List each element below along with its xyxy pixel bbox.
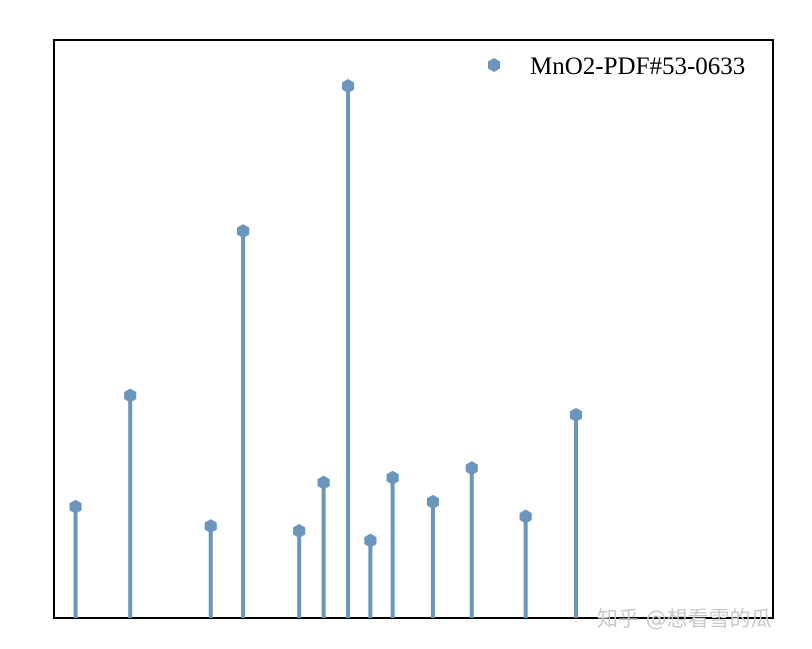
stem-marker [124,388,137,403]
stem-marker [204,519,217,534]
stem-marker [237,224,250,239]
stem-marker [386,470,399,485]
stem-marker [342,79,355,93]
stem-marker [465,461,478,476]
stem-marker [317,475,330,490]
stem-marker [426,494,439,509]
stem-marker [519,509,532,524]
watermark: 知乎 @想看雪的瓜 [597,607,772,631]
plot-frame [53,39,774,619]
stem-marker [293,523,306,538]
stem-layer [69,79,583,618]
legend: MnO2-PDF#53-0633 [487,53,745,80]
stem-marker [69,499,82,514]
legend-marker [487,58,501,72]
stem-marker [569,407,583,422]
legend-label: MnO2-PDF#53-0633 [530,53,745,80]
stem-marker [364,533,377,548]
